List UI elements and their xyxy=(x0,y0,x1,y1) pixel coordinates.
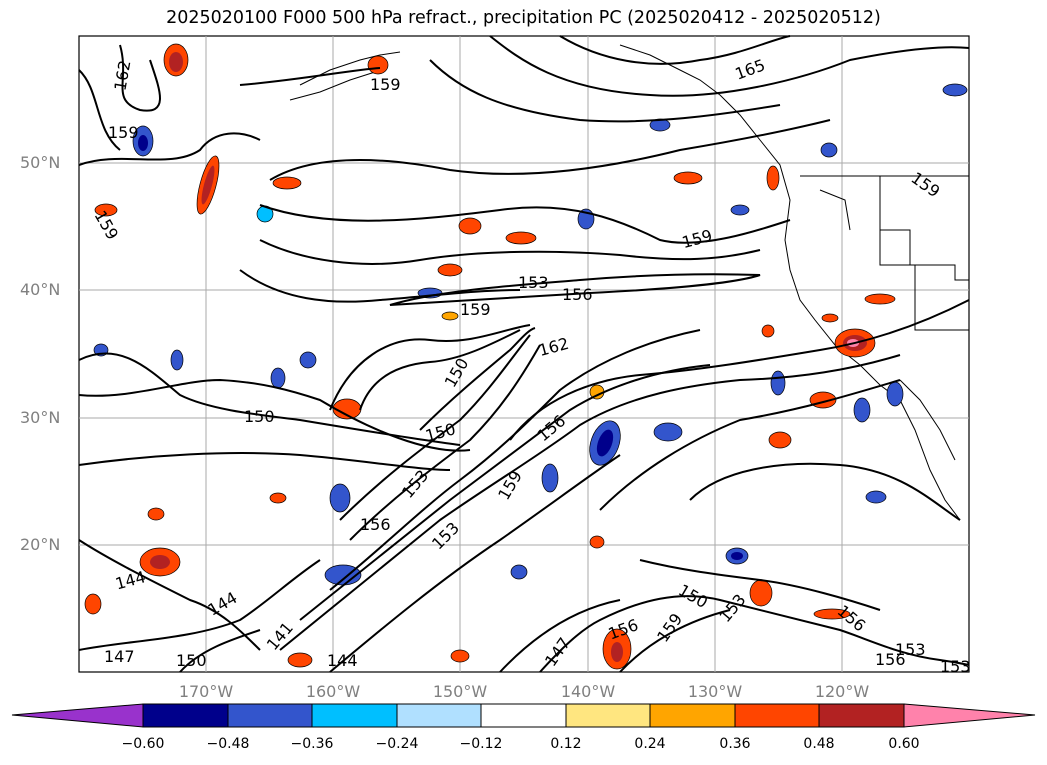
coastlines xyxy=(289,44,969,521)
map-frame xyxy=(78,35,970,673)
colorbar-extend-low xyxy=(11,703,144,728)
lat-label: 40°N xyxy=(20,280,61,299)
contour-label: 144 xyxy=(327,651,358,670)
contours xyxy=(78,35,970,673)
lon-label: 120°W xyxy=(814,682,870,701)
contour-label: 156 xyxy=(360,515,391,534)
contour-label: 156 xyxy=(875,650,906,669)
colorbar-tick: −0.48 xyxy=(206,736,250,752)
lon-label: 150°W xyxy=(432,682,488,701)
colorbar-tick: 0.60 xyxy=(888,736,920,752)
precip-anomalies xyxy=(84,43,968,670)
contour-label: 159 xyxy=(460,300,491,319)
lat-label: 50°N xyxy=(20,153,61,172)
lon-label: 170°W xyxy=(178,682,234,701)
lat-label: 20°N xyxy=(20,535,61,554)
lon-label: 140°W xyxy=(560,682,616,701)
lon-label: 160°W xyxy=(305,682,361,701)
colorbar-tick: −0.60 xyxy=(121,736,165,752)
colorbar-tick: −0.24 xyxy=(375,736,419,752)
contour-label: 153 xyxy=(940,657,971,676)
colorbar-tick: 0.48 xyxy=(803,736,835,752)
colorbar-tick: 0.12 xyxy=(550,736,582,752)
lat-label: 30°N xyxy=(20,408,61,427)
colorbar-tick: −0.12 xyxy=(459,736,503,752)
colorbar-tick: −0.36 xyxy=(290,736,334,752)
contour-label: 159 xyxy=(370,75,401,94)
colorbar-extend-high xyxy=(903,703,1036,728)
contour-label: 156 xyxy=(562,285,593,304)
colorbar-tick: 0.36 xyxy=(719,736,751,752)
contour-label: 153 xyxy=(895,640,926,659)
contour-label: 150 xyxy=(176,651,207,670)
contour-label: 159 xyxy=(108,123,139,142)
colorbar xyxy=(11,703,1036,728)
contour-label: 150 xyxy=(244,407,275,426)
colorbar-tick: 0.24 xyxy=(634,736,666,752)
contour-label: 153 xyxy=(518,273,549,292)
contour-label: 147 xyxy=(104,647,135,666)
map-title: 2025020100 F000 500 hPa refract., precip… xyxy=(166,8,881,28)
graticule xyxy=(79,36,969,672)
lon-label: 130°W xyxy=(687,682,743,701)
